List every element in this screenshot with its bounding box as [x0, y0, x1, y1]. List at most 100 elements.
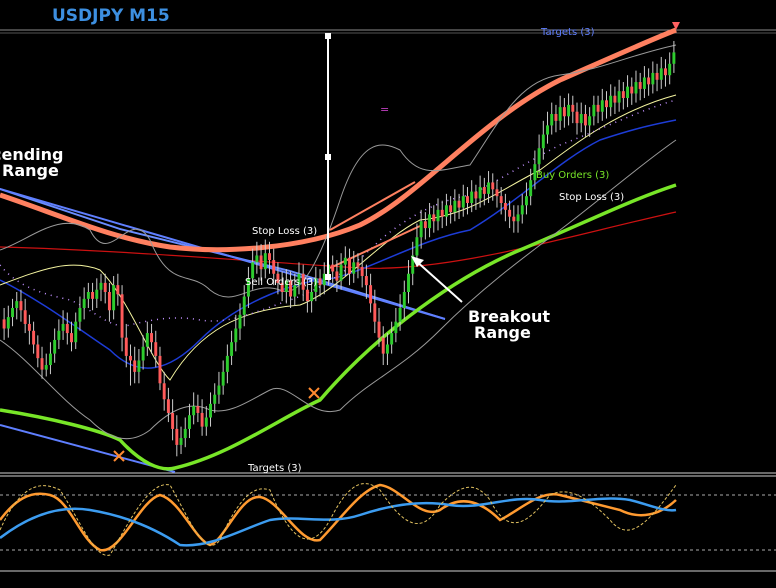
candle-body [550, 114, 554, 126]
candle-body [242, 296, 246, 315]
candle-body [617, 91, 621, 103]
breakout-label-1: Breakout [468, 307, 550, 326]
candle-body [600, 100, 604, 112]
candle-body [428, 214, 432, 229]
candle-body [390, 333, 394, 345]
candle-body [575, 111, 579, 124]
slow-ma-line [0, 211, 677, 269]
candle-body [419, 221, 423, 238]
candle-body [289, 280, 293, 297]
candle-body [487, 182, 491, 194]
candle-body [457, 200, 461, 208]
candle-body [40, 358, 44, 370]
candle-body [141, 346, 145, 361]
oscillator-signal-dashed [0, 483, 677, 556]
candle-body [27, 323, 31, 331]
candle-body [82, 298, 86, 308]
candle-body [533, 164, 537, 181]
candle-body [150, 333, 154, 343]
candle-body [583, 114, 587, 126]
candle-body [32, 330, 36, 345]
candle-body [621, 91, 625, 99]
candle-body [238, 314, 242, 329]
candle-body [112, 285, 116, 311]
candle-body [642, 77, 646, 89]
candle-body [305, 289, 309, 302]
candle-body [516, 214, 520, 222]
measure-handle-bottom[interactable] [325, 274, 331, 280]
candle-body [415, 237, 419, 256]
candle-body [651, 72, 655, 85]
targets-top-label: Targets (3) [540, 27, 595, 38]
candle-body [360, 266, 364, 277]
candle-body [91, 292, 95, 299]
candle-body [204, 417, 208, 427]
candle-body [423, 221, 427, 229]
candle-body [183, 428, 187, 439]
candle-body [558, 107, 562, 121]
oscillator-orange [0, 483, 677, 552]
candle-body [373, 303, 377, 322]
candle-body [461, 196, 465, 208]
candle-body [482, 187, 486, 194]
candle-body [596, 104, 600, 112]
bollinger-lower [0, 139, 677, 440]
candle-body [466, 196, 469, 203]
buy-orders-label: Buy Orders (3) [536, 170, 609, 181]
candle-body [15, 301, 19, 308]
candle-body [605, 100, 608, 108]
candle-body [377, 321, 381, 338]
candlestick-series [2, 40, 676, 457]
candle-body [187, 415, 191, 429]
candle-body [213, 394, 217, 404]
candle-body [453, 200, 457, 213]
candle-body [251, 262, 255, 279]
candle-body [495, 189, 499, 197]
parabolic-sar-dots [0, 99, 677, 327]
candle-body [655, 72, 659, 80]
oscillator-blue [0, 497, 677, 547]
candle-body [318, 278, 322, 286]
candle-body [2, 319, 6, 329]
candle-body [364, 276, 368, 286]
candle-body [103, 282, 107, 292]
candle-body [343, 257, 347, 265]
candle-body [491, 182, 495, 190]
candle-body [499, 196, 503, 203]
candle-body [541, 134, 545, 149]
candle-body [297, 273, 301, 286]
candle-body [65, 323, 69, 334]
stop-loss-upper-label: Stop Loss (3) [252, 226, 317, 237]
candle-body [369, 285, 373, 304]
candle-body [613, 95, 617, 103]
candle-body [411, 255, 415, 274]
candle-body [6, 317, 10, 329]
candle-body [436, 209, 440, 222]
measure-handle-top[interactable] [325, 33, 331, 39]
candle-body [663, 68, 667, 76]
breakout-upper-line [329, 181, 416, 231]
candle-body [567, 104, 571, 117]
candle-body [259, 255, 263, 270]
candle-body [179, 438, 183, 445]
candle-body [432, 214, 436, 222]
candle-body [225, 355, 229, 372]
candle-body [175, 428, 179, 445]
candle-body [348, 257, 352, 274]
candle-body [192, 406, 196, 416]
candle-body [672, 52, 676, 64]
candle-body [293, 285, 297, 297]
equals-marker: = [380, 103, 389, 116]
candle-body [162, 383, 166, 400]
measure-handle-mid[interactable] [325, 154, 331, 160]
candle-body [61, 323, 65, 331]
bollinger-upper [0, 44, 677, 298]
candle-body [124, 337, 128, 356]
candle-body [659, 68, 663, 80]
candle-body [314, 278, 318, 292]
candle-body [571, 104, 575, 112]
candle-body [385, 344, 389, 354]
candle-body [19, 301, 23, 311]
candle-body [352, 262, 356, 274]
